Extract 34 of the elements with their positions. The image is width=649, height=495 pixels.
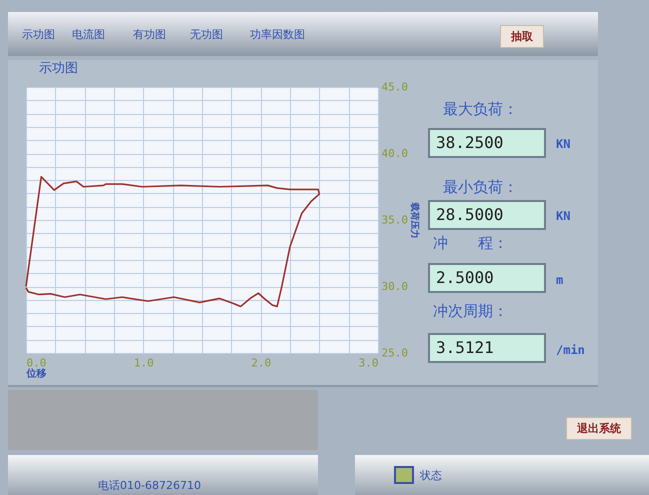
y-tick-label: 25.0 bbox=[382, 346, 408, 360]
text: 示功图 bbox=[22, 27, 55, 42]
text: 电流图 bbox=[72, 27, 105, 42]
x-axis-title: 位移 bbox=[26, 368, 46, 380]
text: 最小负荷： bbox=[443, 178, 518, 197]
y-tick-label: 35.0 bbox=[382, 214, 408, 226]
text: m bbox=[556, 273, 564, 287]
text-field[interactable]: 2.5000 bbox=[428, 263, 546, 293]
text: 电话010-68726710 bbox=[98, 478, 201, 493]
text: 冲次周期： bbox=[433, 302, 508, 321]
text: 最大负荷： bbox=[443, 100, 518, 119]
text: /min bbox=[556, 343, 585, 357]
button[interactable]: 抽取 bbox=[500, 25, 544, 48]
y-tick-label: 40.0 bbox=[382, 147, 408, 160]
text-field[interactable]: 38.2500 bbox=[428, 128, 546, 158]
y-axis-title: 载荷压力 bbox=[410, 202, 420, 238]
text: 无功图 bbox=[190, 27, 223, 42]
text: 有功图 bbox=[133, 27, 166, 42]
text: 冲 程： bbox=[433, 234, 508, 253]
text-field[interactable]: 3.5121 bbox=[428, 333, 546, 363]
x-tick-label: 3.0 bbox=[358, 356, 378, 370]
text-field[interactable]: 28.5000 bbox=[428, 200, 546, 230]
button[interactable]: 退出系统 bbox=[566, 417, 632, 440]
chart-title: 示功图 bbox=[39, 61, 78, 76]
line-series bbox=[25, 176, 320, 308]
x-tick-label: 1.0 bbox=[134, 356, 154, 370]
text: KN bbox=[556, 137, 570, 151]
text: 功率因数图 bbox=[250, 27, 305, 42]
x-tick-label: 0.0 bbox=[26, 356, 46, 370]
x-tick-label: 2.0 bbox=[251, 356, 272, 370]
text: KN bbox=[556, 209, 570, 223]
text: 状态 bbox=[420, 468, 442, 483]
y-tick-label: 45.0 bbox=[382, 80, 408, 94]
y-tick-label: 30.0 bbox=[382, 280, 408, 293]
